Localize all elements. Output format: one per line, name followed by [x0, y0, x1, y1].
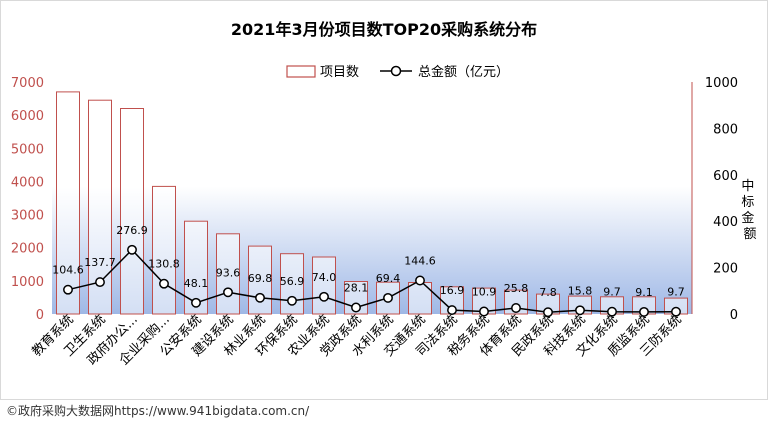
line-data-label: 15.8: [568, 284, 593, 297]
line-data-label: 9.7: [603, 286, 621, 299]
line-data-label: 137.7: [84, 256, 116, 269]
y-right-tick-label: 1000: [705, 76, 738, 91]
line-data-label: 25.8: [504, 282, 529, 295]
line-data-label: 16.9: [440, 284, 465, 297]
series-line: [67, 248, 677, 313]
line-point: [639, 306, 649, 317]
y-right-axis-label: 中 标 金 额: [741, 179, 758, 242]
line-point: [607, 306, 617, 317]
line-data-label: 93.6: [216, 266, 241, 279]
y-left-tick-label: 4000: [11, 175, 44, 190]
y-left-tick-label: 1000: [11, 275, 44, 290]
y-left-tick-label: 6000: [11, 109, 44, 124]
line-data-label: 7.8: [539, 286, 557, 299]
bar: [152, 185, 176, 315]
bar: [120, 108, 144, 315]
line-point: [95, 277, 105, 288]
x-axis-labels: 教育系统卫生系统政府办公...企业采购...公安系统建设系统林业系统环保系统农业…: [29, 312, 685, 369]
bar: [88, 99, 112, 315]
line-point: [223, 287, 233, 298]
line-data-label: 276.9: [116, 224, 148, 237]
line-data-label: 28.1: [344, 282, 369, 295]
line-data-label: 69.4: [376, 272, 401, 285]
line-point: [671, 306, 681, 317]
line-point: [287, 295, 297, 306]
line-point: [543, 307, 553, 318]
y-right-axis: 0 200 400 600 800 1000: [705, 76, 738, 323]
line-point: [511, 303, 521, 313]
bar-series: [56, 91, 688, 315]
bar: [184, 220, 208, 315]
line-data-label: 130.8: [148, 258, 180, 271]
legend: 项目数 总金额（亿元）: [286, 64, 509, 80]
line-point: [127, 244, 137, 255]
line-point: [351, 302, 361, 313]
y-right-label-char: 中: [741, 179, 754, 194]
y-left-tick-label: 5000: [11, 142, 44, 157]
legend-bar-swatch: [286, 65, 316, 78]
line-point: [63, 284, 73, 295]
line-point: [191, 297, 201, 308]
legend-line-label: 总金额（亿元）: [418, 64, 509, 80]
line-point: [415, 275, 425, 286]
line-point: [319, 291, 329, 302]
chart-title: 2021年3月份项目数TOP20采购系统分布: [231, 20, 537, 39]
y-right-tick-label: 600: [713, 169, 738, 184]
chart-frame: 2021年3月份项目数TOP20采购系统分布 项目数 总金额（亿元） 中 标 金…: [0, 0, 768, 400]
line-data-label: 144.6: [404, 255, 436, 268]
bar: [312, 256, 336, 315]
line-data-label: 48.1: [184, 277, 209, 290]
bar: [280, 253, 304, 315]
y-right-label-char: 金: [741, 210, 754, 226]
legend-line-marker: [390, 65, 402, 77]
line-data-label: 69.8: [248, 272, 273, 285]
y-right-label-char: 标: [741, 195, 754, 210]
y-left-axis: 0 1000 2000 3000 4000 5000 6000 7000: [11, 76, 693, 323]
line-data-label: 9.1: [635, 286, 653, 299]
y-right-tick-label: 200: [713, 262, 738, 277]
y-left-tick-label: 3000: [11, 209, 44, 224]
y-right-tick-label: 400: [713, 215, 738, 230]
line-point: [383, 292, 393, 303]
line-data-label: 10.9: [472, 286, 497, 299]
y-left-tick-label: 2000: [11, 242, 44, 257]
line-data-label: 9.7: [667, 286, 685, 299]
line-data-label: 56.9: [280, 275, 305, 288]
y-right-tick-label: 0: [730, 308, 738, 323]
line-point: [159, 278, 169, 289]
line-point: [255, 292, 265, 303]
y-right-tick-label: 800: [713, 122, 738, 137]
y-left-tick-label: 7000: [11, 76, 44, 91]
source-footer: ©政府采购大数据网https://www.941bigdata.com.cn/: [6, 404, 310, 418]
line-point: [575, 305, 585, 316]
y-right-label-char: 额: [743, 227, 756, 242]
line-data-label: 104.6: [52, 264, 84, 277]
y-left-tick-label: 0: [36, 308, 44, 323]
chart-svg: 2021年3月份项目数TOP20采购系统分布 项目数 总金额（亿元） 中 标 金…: [0, 0, 768, 400]
line-data-label: 74.0: [312, 271, 337, 284]
plot-background: [52, 82, 692, 314]
legend-bar-label: 项目数: [320, 65, 359, 80]
bar: [56, 91, 80, 315]
line-point: [447, 305, 457, 316]
line-point: [479, 306, 489, 317]
